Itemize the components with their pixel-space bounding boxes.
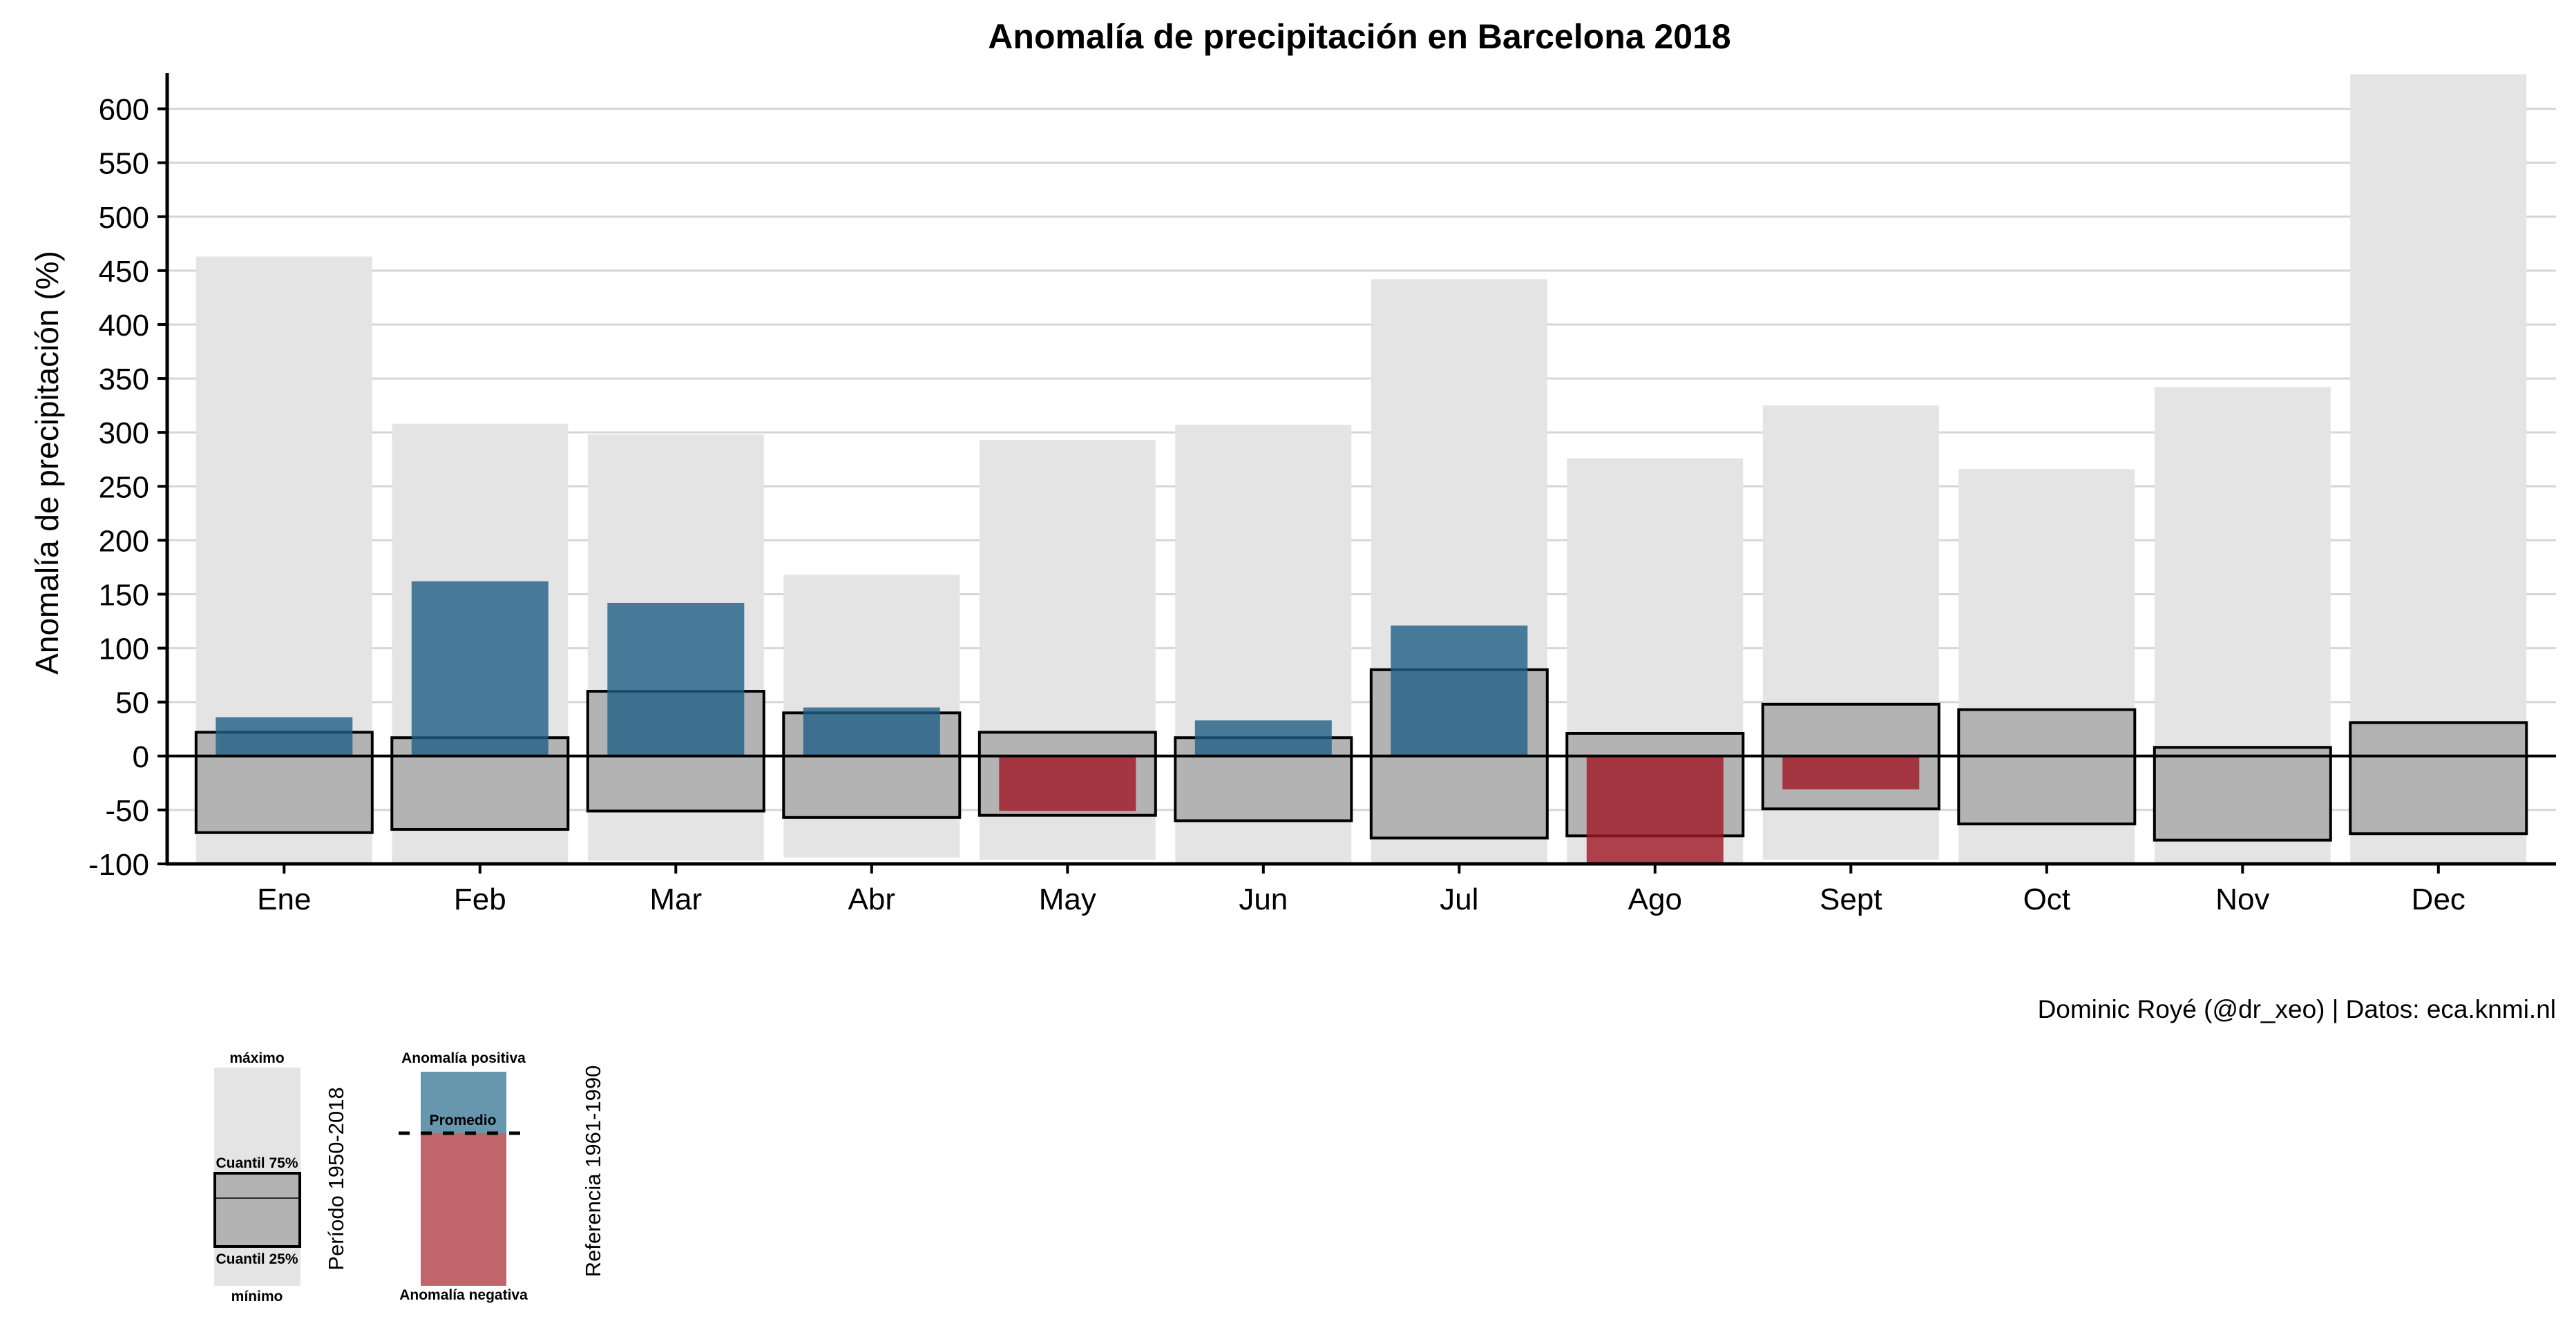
- x-tick-label: Abr: [848, 883, 895, 916]
- y-tick-label: 450: [99, 255, 149, 289]
- y-tick-label: 150: [99, 578, 149, 612]
- legend-q75-label: Cuantil 75%: [216, 1155, 298, 1171]
- anomaly-bar-negative: [1782, 755, 1920, 790]
- anomaly-bar-positive: [216, 717, 353, 756]
- x-tick-label: Ago: [1628, 883, 1682, 916]
- legend-min-label: mínimo: [231, 1289, 283, 1304]
- x-tick-label: Nov: [2215, 883, 2269, 916]
- anomaly-bar-negative: [1586, 755, 1724, 864]
- caption: Dominic Royé (@dr_xeo) | Datos: eca.knmi…: [2038, 995, 2556, 1023]
- y-axis: -100 -50 0 50 100 150 200 250 300 350 400 450 500 550…: [88, 73, 169, 882]
- legend-anomaly: Anomalía positiva Promedio Anomalía nega…: [399, 1050, 605, 1303]
- y-axis-title: Anomalía de precipitación (%): [29, 251, 65, 675]
- legend-negative-label: Anomalía negativa: [399, 1287, 528, 1303]
- legend-positive-label: Anomalía positiva: [401, 1050, 526, 1066]
- legend-reference-label: Referencia 1961-1990: [581, 1066, 605, 1278]
- quantile-box: [2349, 721, 2528, 836]
- anomaly-bars: [216, 581, 1920, 864]
- y-tick-label: 200: [99, 524, 149, 558]
- legend-negative-swatch: [421, 1133, 506, 1286]
- x-tick-label: Dec: [2412, 883, 2465, 916]
- y-tick-label: -50: [105, 794, 149, 828]
- y-tick-label: 100: [99, 633, 149, 666]
- x-tick-label: Feb: [454, 883, 506, 916]
- y-tick-label: 550: [99, 147, 149, 181]
- anomaly-bar-positive: [803, 707, 940, 756]
- y-tick-label: -100: [88, 848, 149, 882]
- legend-q25-label: Cuantil 25%: [216, 1251, 298, 1267]
- legend-quantile-box: [213, 1172, 301, 1248]
- x-tick-label: Jul: [1440, 883, 1478, 916]
- legend-positive-swatch: [421, 1072, 506, 1133]
- y-tick-label: 500: [99, 201, 149, 235]
- y-tick-label: 350: [99, 363, 149, 396]
- legend-mean-label: Promedio: [430, 1112, 497, 1128]
- y-tick-label: 300: [99, 416, 149, 450]
- legend-max-label: máximo: [229, 1050, 284, 1066]
- x-tick-label: Jun: [1239, 883, 1288, 916]
- y-tick-label: 50: [115, 686, 149, 720]
- x-tick-label: Oct: [2023, 883, 2070, 916]
- x-tick-label: Ene: [257, 883, 311, 916]
- x-axis: Ene Feb Mar Abr May Jun Jul Ago Sept Oct Nov Dec: [166, 862, 2556, 916]
- y-tick-label: 600: [99, 93, 149, 127]
- legend-period-label: Período 1950-2018: [324, 1087, 348, 1270]
- quantile-box: [2153, 746, 2332, 842]
- legend-range: máximo Cuantil 75% Cuantil 25% mínimo Pe…: [213, 1050, 348, 1304]
- chart-title: Anomalía de precipitación en Barcelona 2…: [988, 17, 1730, 56]
- quantile-box: [1957, 708, 2137, 826]
- x-tick-label: Mar: [649, 883, 702, 916]
- x-tick-label: May: [1039, 883, 1096, 916]
- anomaly-bar-positive: [1194, 720, 1332, 756]
- x-tick-label: Sept: [1820, 883, 1882, 916]
- anomaly-bar-positive: [1391, 625, 1528, 756]
- anomaly-bar-negative: [999, 755, 1136, 811]
- y-tick-label: 0: [133, 740, 149, 774]
- anomaly-bar-positive: [607, 602, 745, 756]
- y-tick-label: 250: [99, 470, 149, 504]
- anomaly-bar-positive: [411, 581, 548, 756]
- y-tick-label: 400: [99, 309, 149, 343]
